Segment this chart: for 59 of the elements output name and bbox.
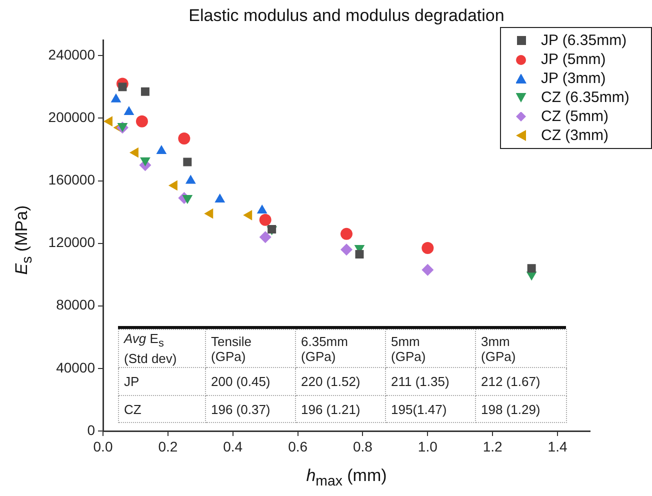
annotation: 3mm (GPa) bbox=[476, 330, 566, 368]
y-tick-label: 120000 bbox=[48, 234, 96, 250]
chart-title: Elastic modulus and modulus degradation bbox=[188, 6, 506, 26]
annotation: 196 (0.37) bbox=[206, 396, 296, 422]
legend-label: CZ (5mm) bbox=[541, 108, 608, 125]
point bbox=[422, 264, 434, 276]
point bbox=[178, 132, 190, 145]
annotation: 211 (1.35) bbox=[386, 368, 476, 396]
point bbox=[340, 244, 352, 256]
point bbox=[340, 228, 352, 240]
annotation: 220 (1.52) bbox=[296, 368, 386, 396]
point bbox=[527, 264, 536, 273]
x-tick-label: 0.8 bbox=[353, 438, 373, 454]
annotation: Tensile (GPa) bbox=[206, 330, 296, 368]
point bbox=[140, 157, 150, 166]
point bbox=[140, 87, 150, 96]
x-tick-label: 1.4 bbox=[548, 438, 568, 454]
y-tick-label: 200000 bbox=[48, 109, 96, 126]
annotation: CZ bbox=[118, 396, 206, 422]
x-tick-label: 1.2 bbox=[482, 438, 503, 454]
annotation: 212 (1.67) bbox=[476, 368, 566, 396]
point bbox=[103, 116, 112, 127]
y-tick-label: 160000 bbox=[48, 172, 96, 188]
annotation: 198 (1.29) bbox=[476, 396, 566, 422]
point bbox=[259, 231, 272, 244]
x-axis-title: h$_{max}$ (mm) bbox=[305, 466, 388, 490]
point bbox=[136, 115, 148, 128]
x-tick-label: 0.4 bbox=[223, 438, 243, 454]
point bbox=[182, 194, 193, 204]
point bbox=[204, 208, 214, 219]
x-tick-label: 1.0 bbox=[418, 438, 438, 454]
point bbox=[168, 180, 178, 191]
annotation: 195(1.47) bbox=[386, 396, 476, 422]
point bbox=[355, 250, 364, 259]
x-tick-label: 0.2 bbox=[158, 438, 178, 454]
y-tick-label: 40000 bbox=[56, 359, 96, 376]
annotation: Avg E$_{s}$ (Std dev) bbox=[118, 330, 206, 368]
legend-label: CZ (6.35mm) bbox=[541, 89, 630, 106]
annotation: 196 (1.21) bbox=[296, 396, 386, 422]
y-tick-label: 0 bbox=[87, 422, 96, 438]
x-tick-label: 0.6 bbox=[288, 438, 308, 454]
y-tick-label: 240000 bbox=[48, 46, 96, 62]
legend-label: JP (3mm) bbox=[541, 70, 606, 87]
annotation: 5mm (GPa) bbox=[386, 330, 476, 368]
legend-label: JP (5mm) bbox=[541, 51, 606, 68]
point bbox=[259, 214, 272, 226]
point bbox=[214, 194, 226, 203]
annotation: 200 (0.45) bbox=[206, 368, 296, 396]
point bbox=[422, 242, 434, 254]
point bbox=[183, 158, 192, 166]
y-tick-label: 80000 bbox=[56, 296, 96, 313]
point bbox=[243, 210, 252, 220]
legend-label: JP (6.35mm) bbox=[541, 32, 627, 49]
point bbox=[156, 145, 167, 154]
point bbox=[129, 147, 138, 158]
x-tick-label: 0.0 bbox=[93, 438, 113, 454]
annotation: JP bbox=[118, 368, 206, 396]
legend-label: CZ (3mm) bbox=[541, 127, 608, 144]
annotation: 6.35mm (GPa) bbox=[296, 330, 386, 368]
